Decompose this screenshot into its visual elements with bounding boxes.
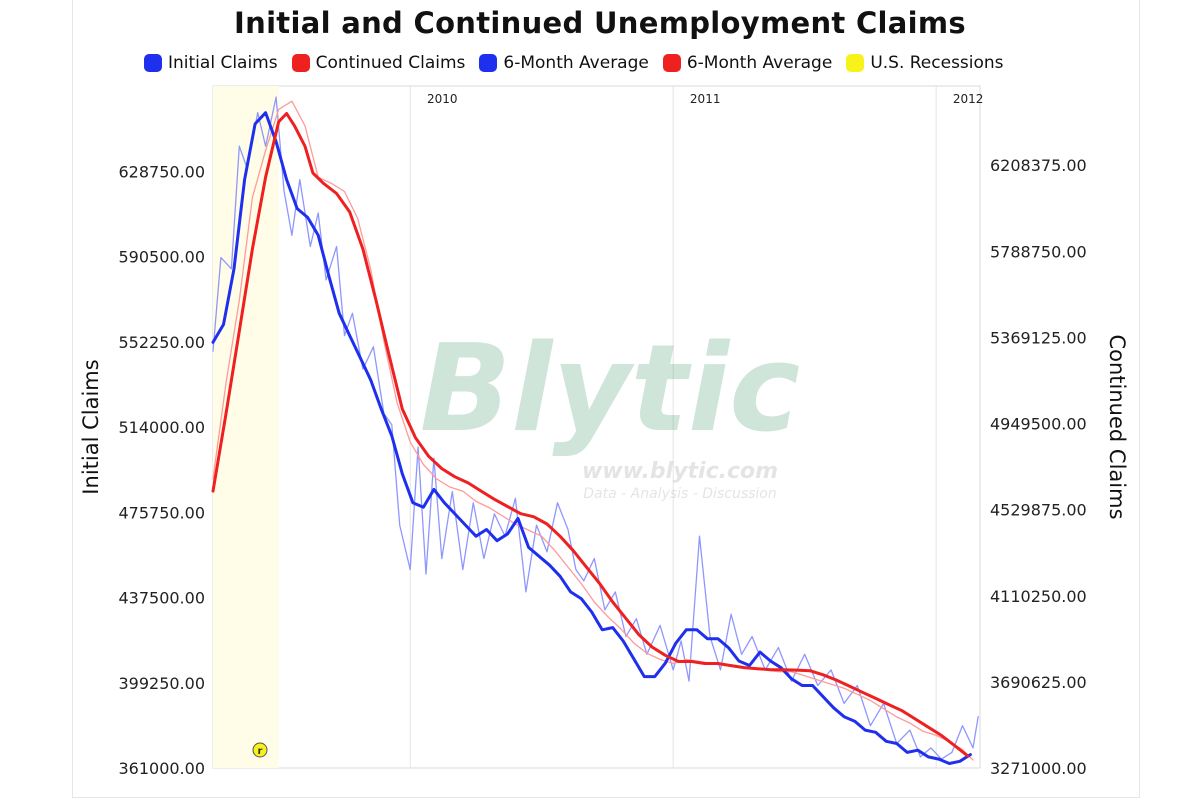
legend-item-initial-claims[interactable]: Initial Claims xyxy=(144,53,278,73)
watermark-url: www.blytic.com xyxy=(582,459,778,484)
y-right-tick-label: 5369125.00 xyxy=(990,328,1087,347)
series-layer xyxy=(211,96,979,765)
legend-swatch-initial-6-month-average xyxy=(479,54,498,72)
y-left-tick-label: 514000.00 xyxy=(118,418,205,437)
y-right-tick-label: 5788750.00 xyxy=(990,242,1087,261)
watermark-tagline: Data - Analysis - Discussion xyxy=(583,486,776,502)
legend-label: U.S. Recessions xyxy=(870,53,1004,73)
left-axis-title: Initial Claims xyxy=(79,359,103,494)
y-left-tick-label: 628750.00 xyxy=(118,162,205,181)
recession-marker[interactable]: r xyxy=(252,742,268,758)
legend-item-continued-6-month-average[interactable]: 6-Month Average xyxy=(662,53,833,73)
legend-swatch-us-recessions xyxy=(846,54,865,72)
legend-label: 6-Month Average xyxy=(686,53,833,73)
left-axis-ticks: 361000.00 399250.00 437500.00 475750.00 5140… xyxy=(118,162,205,778)
y-right-tick-label: 3271000.00 xyxy=(990,759,1087,778)
legend-swatch-continued-claims xyxy=(291,54,310,72)
legend-item-continued-claims[interactable]: Continued Claims xyxy=(291,53,466,73)
y-left-tick-label: 590500.00 xyxy=(118,248,205,267)
legend-label: Initial Claims xyxy=(168,53,278,73)
series-line-6-month-average-left xyxy=(211,111,972,765)
x-tick-label: 2012 xyxy=(953,92,984,106)
watermark-brand: Blytic xyxy=(420,320,800,459)
y-right-tick-label: 4949500.00 xyxy=(990,415,1087,434)
chart-frame xyxy=(72,0,1140,798)
legend-swatch-continued-6-month-average xyxy=(662,54,681,72)
x-tick-label: 2011 xyxy=(690,92,721,106)
series-line-continued-claims-right xyxy=(212,100,974,761)
recession-marker-circle xyxy=(252,742,268,758)
chart-title: Initial and Continued Unemployment Claim… xyxy=(234,6,966,40)
y-right-tick-label: 4529875.00 xyxy=(990,501,1087,520)
legend-item-initial-6-month-average[interactable]: 6-Month Average xyxy=(479,53,649,73)
watermark: Blytic www.blytic.com Data - Analysis - … xyxy=(420,320,800,502)
chart-legend: Initial Claims Continued Claims 6-Month … xyxy=(144,50,1074,76)
x-axis-year-labels: 2010 2011 2012 xyxy=(427,92,983,106)
y-right-tick-label: 4110250.00 xyxy=(990,587,1087,606)
y-left-tick-label: 361000.00 xyxy=(118,759,205,778)
y-right-tick-label: 3690625.00 xyxy=(990,673,1087,692)
y-right-tick-label: 6208375.00 xyxy=(990,156,1087,175)
right-axis-ticks: 3271000.00 3690625.00 4110250.00 4529875.00… xyxy=(990,156,1087,778)
series-line-6-month-average-right xyxy=(211,112,970,758)
y-left-tick-label: 399250.00 xyxy=(118,674,205,693)
x-tick-label: 2010 xyxy=(427,92,458,106)
legend-swatch-initial-claims xyxy=(144,54,162,72)
right-axis-title: Continued Claims xyxy=(1105,334,1129,519)
legend-label: 6-Month Average xyxy=(503,53,649,73)
legend-item-us-recessions[interactable]: U.S. Recessions xyxy=(846,53,1004,73)
y-left-tick-label: 437500.00 xyxy=(118,589,205,608)
recession-marker-glyph: r xyxy=(258,746,263,757)
legend-label: Continued Claims xyxy=(315,53,466,73)
y-left-tick-label: 552250.00 xyxy=(118,333,205,352)
y-left-tick-label: 475750.00 xyxy=(118,503,205,522)
